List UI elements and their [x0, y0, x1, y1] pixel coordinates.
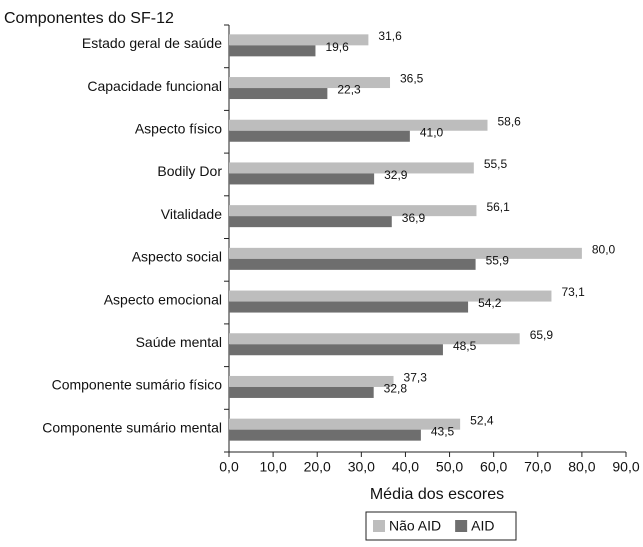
- y-tick-label: Saúde mental: [136, 334, 222, 350]
- y-tick-label: Capacidade funcional: [87, 78, 222, 94]
- legend-label: Não AID: [389, 518, 441, 534]
- bar: [229, 375, 394, 387]
- y-tick-label: Aspecto social: [132, 249, 222, 265]
- y-tick-label: Aspecto emocional: [104, 291, 222, 307]
- value-label: 58,6: [497, 114, 521, 128]
- bar: [229, 386, 374, 398]
- bar: [229, 77, 391, 89]
- x-tick-label: 60,0: [480, 459, 507, 475]
- legend-label: AID: [471, 518, 494, 534]
- bar: [229, 290, 552, 302]
- bar: [229, 301, 469, 313]
- value-label: 52,4: [470, 413, 494, 427]
- value-label: 80,0: [592, 243, 616, 257]
- y-tick-label: Vitalidade: [161, 206, 222, 222]
- x-tick-label: 10,0: [259, 459, 286, 475]
- value-label: 22,3: [337, 83, 361, 97]
- x-tick-label: 40,0: [392, 459, 419, 475]
- value-label: 65,9: [530, 328, 554, 342]
- y-tick-label: Estado geral de saúde: [82, 35, 222, 51]
- bar: [229, 205, 477, 217]
- value-label: 31,6: [378, 29, 402, 43]
- bar: [229, 418, 461, 430]
- legend-box: [365, 511, 517, 541]
- bar: [229, 45, 316, 57]
- legend-swatch: [455, 520, 468, 532]
- bar: [229, 344, 443, 356]
- y-tick-label: Bodily Dor: [157, 163, 222, 179]
- value-label: 54,2: [478, 296, 502, 310]
- value-label: 36,5: [400, 72, 424, 86]
- y-tick-label: Componente sumário mental: [42, 419, 222, 435]
- value-label: 37,3: [404, 371, 428, 385]
- value-label: 48,5: [453, 339, 477, 353]
- bar: [229, 119, 488, 131]
- x-tick-label: 30,0: [348, 459, 375, 475]
- y-tick-label: Componente sumário físico: [52, 377, 223, 393]
- bar: [229, 216, 392, 228]
- x-tick-label: 90,0: [612, 459, 639, 475]
- value-label: 55,9: [486, 254, 510, 268]
- x-tick-label: 80,0: [568, 459, 595, 475]
- value-label: 19,6: [325, 40, 349, 54]
- x-tick-label: 50,0: [436, 459, 463, 475]
- x-tick-label: 0,0: [219, 459, 239, 475]
- value-label: 32,9: [384, 168, 408, 182]
- legend-swatch: [373, 520, 385, 532]
- bar: [229, 130, 410, 142]
- value-label: 43,5: [431, 424, 455, 438]
- bar: [229, 429, 421, 441]
- value-label: 56,1: [486, 200, 510, 214]
- bar: [229, 173, 375, 185]
- bar: [229, 88, 328, 100]
- value-label: 36,9: [402, 211, 426, 225]
- x-tick-label: 70,0: [524, 459, 551, 475]
- bar: [229, 333, 520, 345]
- value-label: 32,8: [384, 382, 408, 396]
- chart-title: Componentes do SF-12: [4, 10, 174, 27]
- y-tick-label: Aspecto físico: [135, 120, 222, 136]
- value-label: 55,5: [484, 157, 508, 171]
- x-tick-label: 20,0: [304, 459, 331, 475]
- bar: [229, 162, 474, 174]
- x-axis-label: Média dos escores: [370, 486, 504, 503]
- bar: [229, 247, 582, 259]
- bar: [229, 34, 369, 46]
- bar: [229, 258, 476, 270]
- value-label: 41,0: [420, 125, 444, 139]
- value-label: 73,1: [561, 285, 585, 299]
